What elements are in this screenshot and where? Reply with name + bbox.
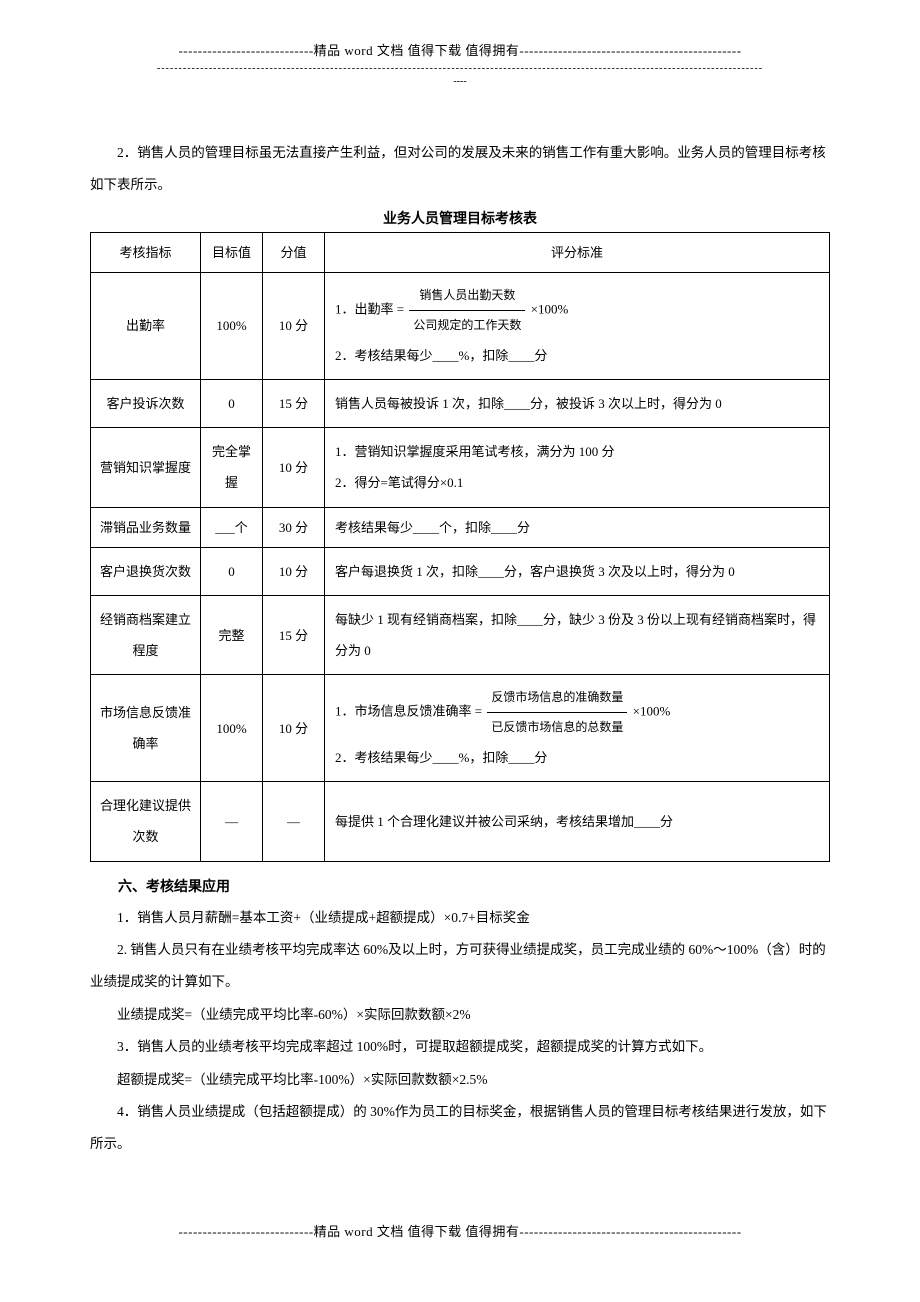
section-6-p1: 1．销售人员月薪酬=基本工资+（业绩提成+超额提成）×0.7+目标奖金 [90, 902, 830, 934]
std-text: ×100% [633, 704, 671, 719]
table-row: 客户退换货次数 0 10 分 客户每退换货 1 次，扣除____分，客户退换货 … [91, 547, 830, 595]
table-row: 滞销品业务数量 ___个 30 分 考核结果每少____个，扣除____分 [91, 507, 830, 547]
cell-standard: 1．出勤率 = 销售人员出勤天数 公司规定的工作天数 ×100% 2．考核结果每… [325, 273, 830, 380]
fraction: 销售人员出勤天数 公司规定的工作天数 [409, 281, 525, 340]
cell-target: 完整 [201, 596, 263, 675]
table-header-row: 考核指标 目标值 分值 评分标准 [91, 232, 830, 272]
cell-target: 100% [201, 675, 263, 782]
std-text: 2．考核结果每少____%，扣除____分 [335, 348, 547, 363]
std-text: 2．考核结果每少____%，扣除____分 [335, 750, 547, 765]
cell-target: 100% [201, 273, 263, 380]
section-6-heading: 六、考核结果应用 [90, 876, 830, 896]
std-text: 1．市场信息反馈准确率 = [335, 704, 482, 719]
cell-target: 0 [201, 547, 263, 595]
cell-score: 15 分 [263, 379, 325, 427]
cell-score: 10 分 [263, 675, 325, 782]
section-6-p6: 4．销售人员业绩提成（包括超额提成）的 30%作为员工的目标奖金，根据销售人员的… [90, 1096, 830, 1161]
cell-standard: 每提供 1 个合理化建议并被公司采纳，考核结果增加____分 [325, 782, 830, 861]
table-title: 业务人员管理目标考核表 [90, 208, 830, 228]
th-target: 目标值 [201, 232, 263, 272]
table-row: 营销知识掌握度 完全掌握 10 分 1．营销知识掌握度采用笔试考核，满分为 10… [91, 428, 830, 507]
std-text: 1．出勤率 = [335, 301, 404, 316]
cell-standard: 考核结果每少____个，扣除____分 [325, 507, 830, 547]
fraction-top: 反馈市场信息的准确数量 [487, 683, 627, 713]
table-row: 合理化建议提供次数 — — 每提供 1 个合理化建议并被公司采纳，考核结果增加_… [91, 782, 830, 861]
cell-metric: 合理化建议提供次数 [91, 782, 201, 861]
footer-line: ----------------------------精品 word 文档 值… [90, 1221, 830, 1240]
cell-target: 0 [201, 379, 263, 427]
cell-metric: 营销知识掌握度 [91, 428, 201, 507]
header-line-3: ---- [90, 76, 830, 87]
table-row: 经销商档案建立程度 完整 15 分 每缺少 1 现有经销商档案，扣除____分，… [91, 596, 830, 675]
cell-score: 15 分 [263, 596, 325, 675]
cell-metric: 客户退换货次数 [91, 547, 201, 595]
cell-score: 10 分 [263, 547, 325, 595]
fraction-bottom: 公司规定的工作天数 [409, 311, 525, 340]
std-text: 1．营销知识掌握度采用笔试考核，满分为 100 分 [335, 444, 615, 459]
cell-metric: 市场信息反馈准确率 [91, 675, 201, 782]
cell-standard: 客户每退换货 1 次，扣除____分，客户退换货 3 次及以上时，得分为 0 [325, 547, 830, 595]
cell-standard: 1．营销知识掌握度采用笔试考核，满分为 100 分 2．得分=笔试得分×0.1 [325, 428, 830, 507]
cell-score: 10 分 [263, 428, 325, 507]
cell-standard: 销售人员每被投诉 1 次，扣除____分，被投诉 3 次以上时，得分为 0 [325, 379, 830, 427]
cell-score: 10 分 [263, 273, 325, 380]
std-text: 2．得分=笔试得分×0.1 [335, 475, 463, 490]
cell-metric: 客户投诉次数 [91, 379, 201, 427]
section-6-p5: 超额提成奖=（业绩完成平均比率-100%）×实际回款数额×2.5% [90, 1064, 830, 1096]
th-metric: 考核指标 [91, 232, 201, 272]
section-6-p4: 3．销售人员的业绩考核平均完成率超过 100%时，可提取超额提成奖，超额提成奖的… [90, 1031, 830, 1063]
intro-paragraph: 2．销售人员的管理目标虽无法直接产生利益，但对公司的发展及未来的销售工作有重大影… [90, 137, 830, 202]
fraction-bottom: 已反馈市场信息的总数量 [487, 713, 627, 742]
th-score: 分值 [263, 232, 325, 272]
table-row: 出勤率 100% 10 分 1．出勤率 = 销售人员出勤天数 公司规定的工作天数… [91, 273, 830, 380]
cell-metric: 出勤率 [91, 273, 201, 380]
section-6-p3: 业绩提成奖=（业绩完成平均比率-60%）×实际回款数额×2% [90, 999, 830, 1031]
section-6-p2: 2. 销售人员只有在业绩考核平均完成率达 60%及以上时，方可获得业绩提成奖，员… [90, 934, 830, 999]
fraction: 反馈市场信息的准确数量 已反馈市场信息的总数量 [487, 683, 627, 742]
cell-standard: 每缺少 1 现有经销商档案，扣除____分，缺少 3 份及 3 份以上现有经销商… [325, 596, 830, 675]
table-row: 客户投诉次数 0 15 分 销售人员每被投诉 1 次，扣除____分，被投诉 3… [91, 379, 830, 427]
cell-metric: 滞销品业务数量 [91, 507, 201, 547]
cell-target: 完全掌握 [201, 428, 263, 507]
header-line-1: ----------------------------精品 word 文档 值… [90, 40, 830, 59]
cell-score: 30 分 [263, 507, 325, 547]
assessment-table: 考核指标 目标值 分值 评分标准 出勤率 100% 10 分 1．出勤率 = 销… [90, 232, 830, 862]
table-row: 市场信息反馈准确率 100% 10 分 1．市场信息反馈准确率 = 反馈市场信息… [91, 675, 830, 782]
cell-metric: 经销商档案建立程度 [91, 596, 201, 675]
cell-score: — [263, 782, 325, 861]
cell-standard: 1．市场信息反馈准确率 = 反馈市场信息的准确数量 已反馈市场信息的总数量 ×1… [325, 675, 830, 782]
cell-target: ___个 [201, 507, 263, 547]
th-standard: 评分标准 [325, 232, 830, 272]
fraction-top: 销售人员出勤天数 [409, 281, 525, 311]
header-line-2: ----------------------------------------… [90, 63, 830, 74]
std-text: ×100% [531, 301, 569, 316]
cell-target: — [201, 782, 263, 861]
